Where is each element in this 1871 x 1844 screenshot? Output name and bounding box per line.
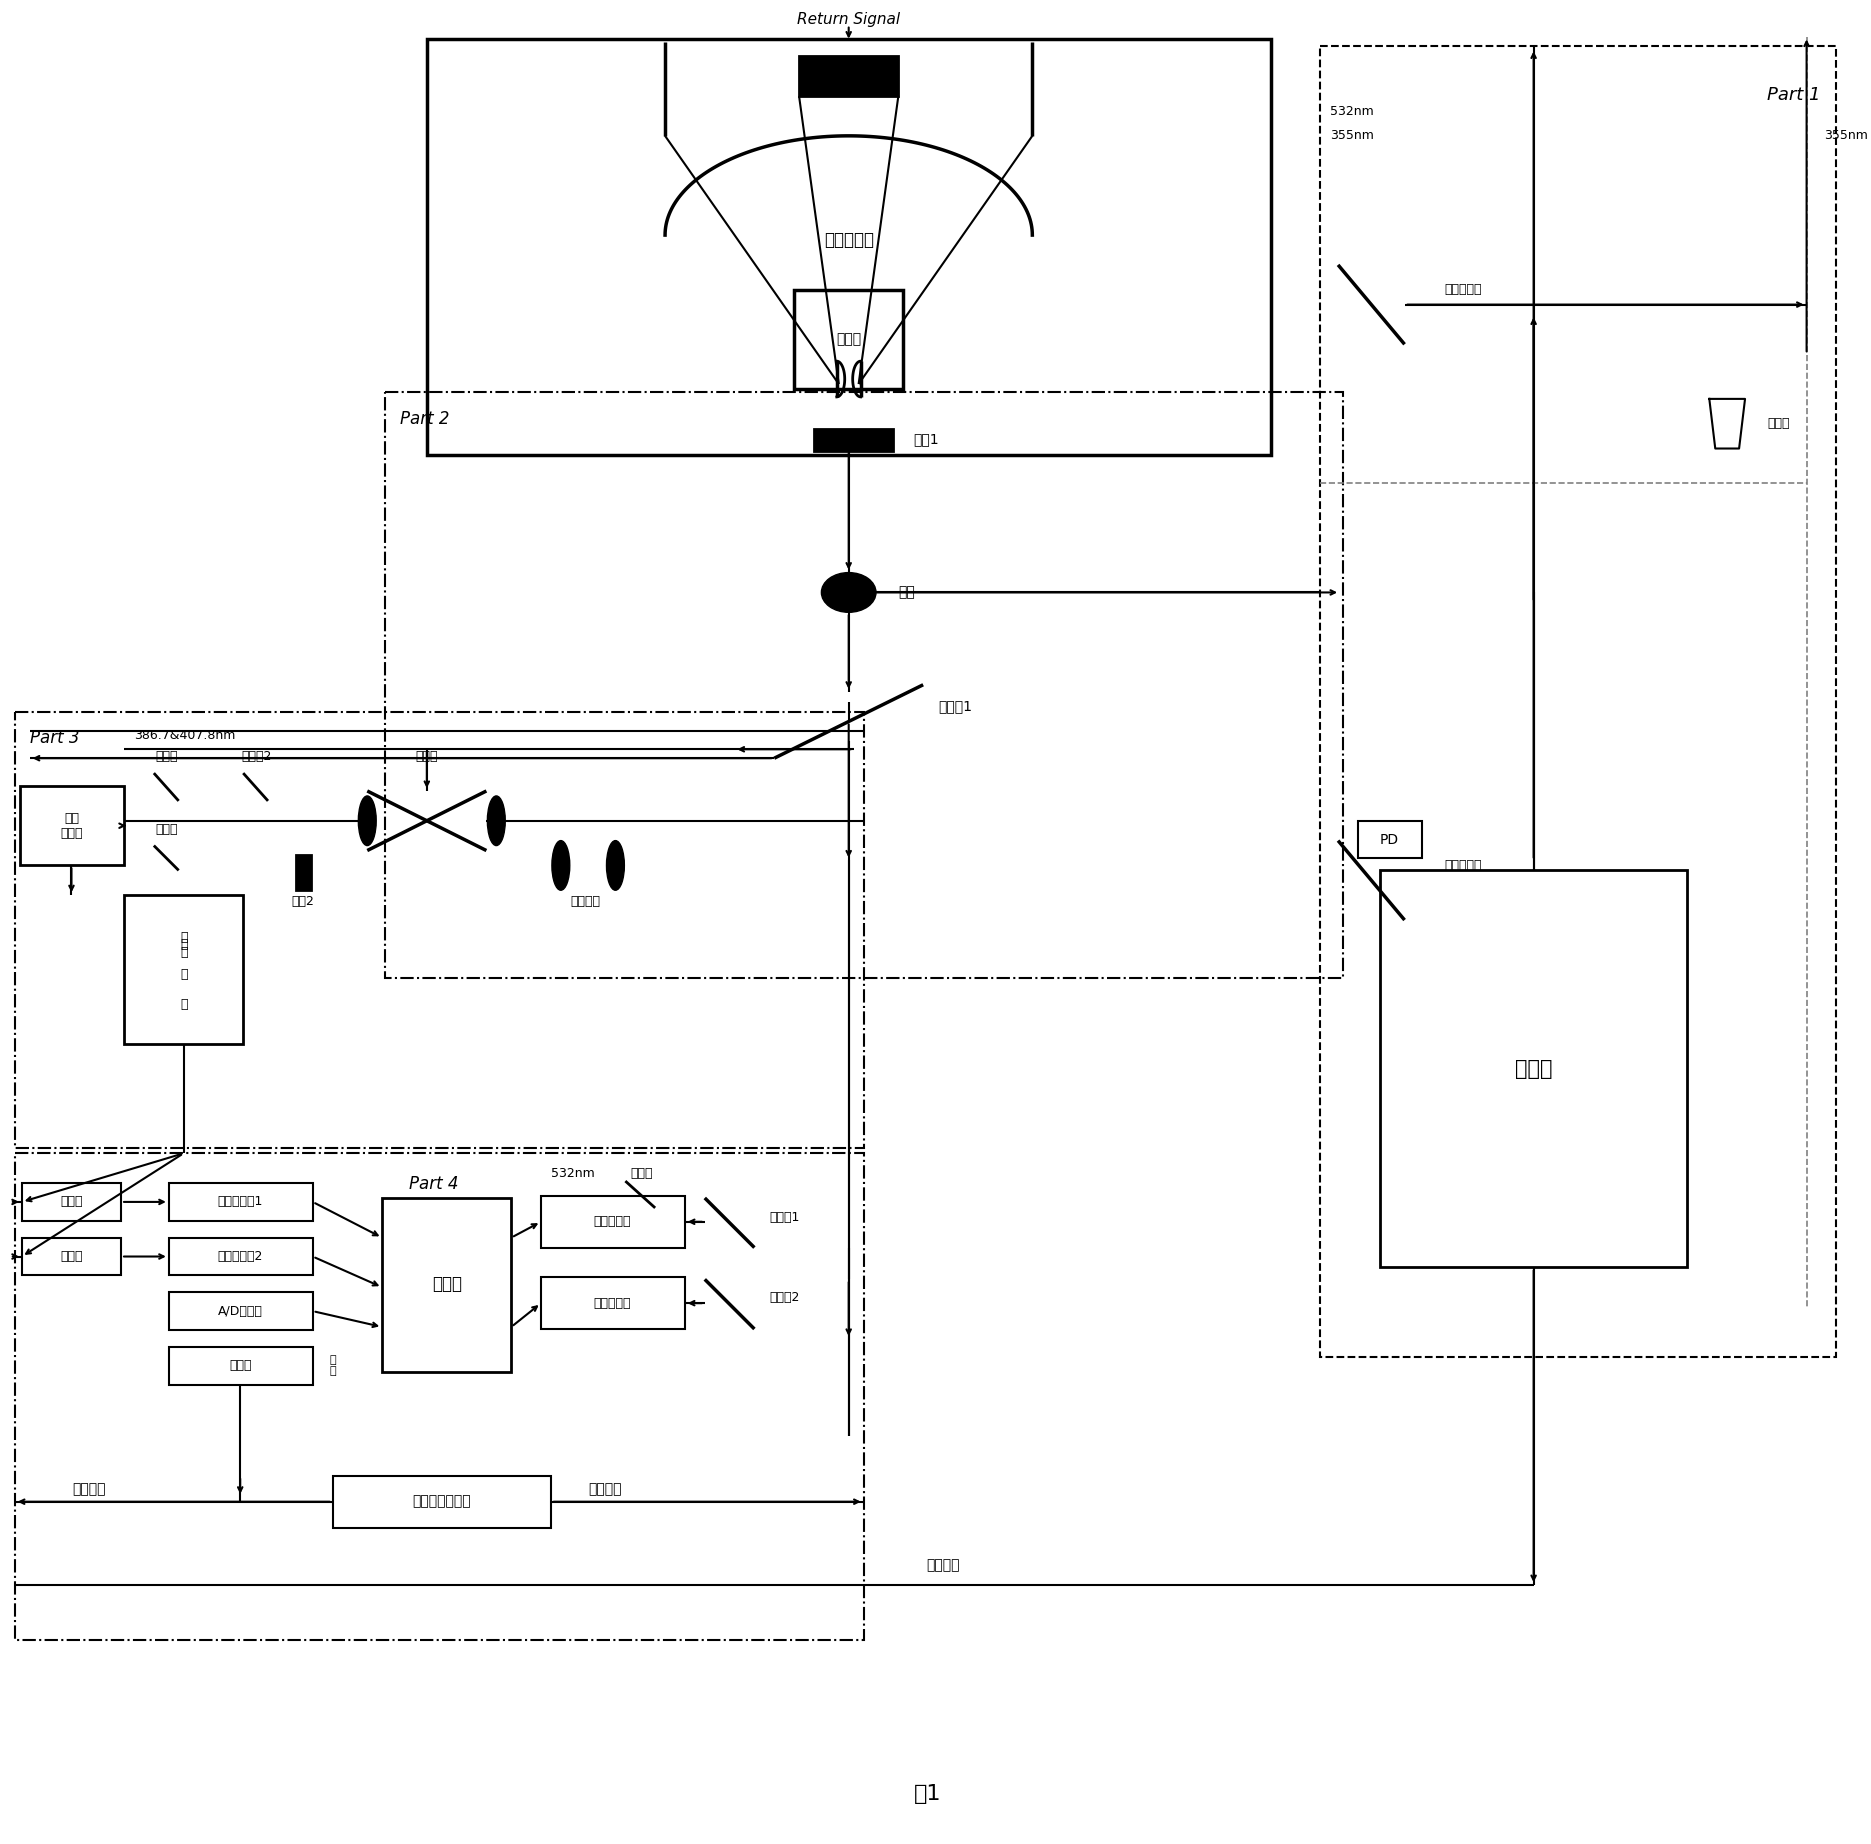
- Text: Part 2: Part 2: [400, 409, 449, 428]
- Bar: [123, 894, 243, 1044]
- Text: 扩束镜: 扩束镜: [1766, 417, 1789, 430]
- Text: 发射镜片组: 发射镜片组: [1444, 284, 1482, 297]
- Text: 电: 电: [180, 939, 187, 952]
- Bar: [22, 1184, 122, 1221]
- Bar: [814, 428, 892, 450]
- Text: 光电倍增管: 光电倍增管: [593, 1215, 631, 1228]
- Text: 发射镜片组: 发射镜片组: [1444, 859, 1482, 872]
- Text: 分色镜2: 分色镜2: [241, 751, 271, 763]
- Ellipse shape: [359, 797, 376, 846]
- Polygon shape: [1710, 398, 1746, 448]
- Text: 滤光片: 滤光片: [155, 751, 178, 763]
- Text: 目镜: 目镜: [898, 585, 915, 599]
- Text: 郑
州: 郑 州: [329, 1355, 335, 1376]
- Text: 355nm: 355nm: [1330, 129, 1373, 142]
- Text: 控制信号: 控制信号: [926, 1558, 960, 1573]
- Ellipse shape: [821, 573, 876, 612]
- Bar: [793, 290, 904, 389]
- Ellipse shape: [606, 841, 625, 891]
- Text: 滤光片: 滤光片: [631, 1167, 653, 1180]
- Text: Part 3: Part 3: [30, 730, 79, 747]
- Bar: [427, 39, 1270, 455]
- Bar: [22, 1237, 122, 1276]
- Text: 遮光筒: 遮光筒: [836, 332, 861, 347]
- Text: 分束镜2: 分束镜2: [769, 1291, 799, 1304]
- Text: 采: 采: [180, 968, 187, 981]
- Bar: [333, 1475, 550, 1527]
- Text: 光阑2: 光阑2: [292, 894, 314, 909]
- Text: 门控主波控制器: 门控主波控制器: [412, 1495, 471, 1508]
- Text: 光电
倍增管: 光电 倍增管: [60, 811, 82, 839]
- Text: 光子计数器2: 光子计数器2: [217, 1250, 264, 1263]
- Ellipse shape: [486, 797, 505, 846]
- Bar: [1379, 870, 1688, 1267]
- Text: Return Signal: Return Signal: [797, 11, 900, 26]
- Text: 激光器: 激光器: [1516, 1058, 1553, 1079]
- Text: 分束镜1: 分束镜1: [769, 1212, 799, 1224]
- Text: 532nm: 532nm: [550, 1167, 595, 1180]
- Text: 对接镜组: 对接镜组: [571, 894, 601, 909]
- Text: 光子计数器1: 光子计数器1: [217, 1195, 264, 1208]
- Bar: [385, 393, 1343, 977]
- Text: 透镜组: 透镜组: [415, 751, 438, 763]
- Ellipse shape: [552, 841, 571, 891]
- Text: PD: PD: [1381, 833, 1400, 846]
- Text: 图1: 图1: [915, 1783, 941, 1803]
- Bar: [168, 1346, 312, 1385]
- Text: 532nm: 532nm: [1330, 105, 1373, 118]
- Text: 355nm: 355nm: [1824, 129, 1869, 142]
- Text: Part 1: Part 1: [1766, 87, 1820, 105]
- Text: 滤光片: 滤光片: [155, 822, 178, 835]
- Bar: [21, 786, 123, 865]
- Text: A/D采集卡: A/D采集卡: [217, 1304, 262, 1318]
- Text: 采
样: 采 样: [180, 931, 187, 959]
- Bar: [15, 1152, 864, 1639]
- Bar: [799, 57, 898, 96]
- Text: 放大器: 放大器: [60, 1250, 82, 1263]
- Text: 计算机: 计算机: [228, 1359, 251, 1372]
- Text: 分色镜1: 分色镜1: [937, 699, 973, 714]
- Text: 门控信号: 门控信号: [589, 1483, 623, 1495]
- Bar: [296, 856, 311, 891]
- Text: Part 4: Part 4: [410, 1175, 458, 1193]
- Text: 放大器: 放大器: [432, 1276, 462, 1293]
- Text: 386.7&407.8nm: 386.7&407.8nm: [135, 730, 236, 743]
- Bar: [168, 1184, 312, 1221]
- Bar: [382, 1199, 511, 1372]
- Bar: [541, 1278, 685, 1330]
- Bar: [1321, 46, 1835, 1357]
- Bar: [1358, 821, 1422, 859]
- Bar: [15, 712, 864, 1149]
- Text: 光阑1: 光阑1: [913, 433, 939, 446]
- Text: 门控信号: 门控信号: [73, 1483, 107, 1495]
- Text: 样: 样: [180, 998, 187, 1011]
- Text: 光电倍增管: 光电倍增管: [593, 1296, 631, 1309]
- Bar: [541, 1197, 685, 1248]
- Bar: [168, 1237, 312, 1276]
- Text: 放大器: 放大器: [60, 1195, 82, 1208]
- Text: 接收望远镜: 接收望远镜: [823, 230, 874, 249]
- Bar: [168, 1293, 312, 1330]
